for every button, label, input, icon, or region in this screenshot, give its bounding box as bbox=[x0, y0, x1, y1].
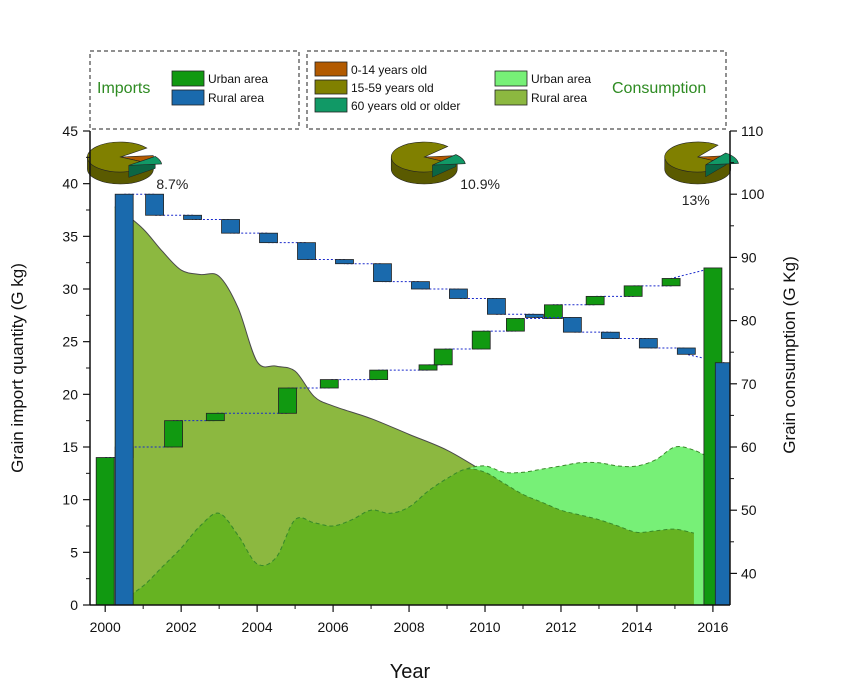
rural-waterfall-step bbox=[487, 298, 506, 315]
age-15-59-swatch bbox=[314, 79, 348, 95]
age-60-plus-swatch bbox=[314, 97, 348, 113]
consumption-areas bbox=[114, 206, 714, 605]
y-right-tick-label: 100 bbox=[741, 186, 765, 202]
y-right-tick-label: 60 bbox=[741, 439, 757, 455]
rural-total-bar bbox=[714, 362, 730, 605]
age-60-plus-label: 60 years old or older bbox=[351, 99, 460, 113]
axes: 2000 2002 2004 2006 2008 2010 2012 2014 20160510… bbox=[62, 123, 764, 635]
rural-waterfall-step bbox=[638, 338, 658, 349]
pie-percent-label: 13% bbox=[682, 192, 710, 208]
y-left-tick-label: 20 bbox=[62, 386, 78, 402]
x-tick-label: 2006 bbox=[318, 619, 349, 635]
imports-rural-swatch bbox=[171, 89, 205, 106]
y-left-tick-label: 5 bbox=[70, 544, 78, 560]
rural-waterfall-step bbox=[221, 219, 240, 234]
x-tick-label: 2012 bbox=[545, 619, 576, 635]
pie-slice-60-years-old-or-older bbox=[432, 154, 466, 166]
urban-waterfall-step bbox=[506, 318, 525, 332]
consumption-rural-swatch bbox=[494, 89, 528, 106]
urban-waterfall-step bbox=[278, 387, 297, 414]
y-right-axis-title: Grain consumption (G Kg) bbox=[780, 256, 799, 453]
urban-total-bar bbox=[95, 457, 115, 605]
rural-waterfall-step bbox=[411, 281, 430, 290]
rural-waterfall-step bbox=[259, 232, 278, 244]
rural-waterfall-step bbox=[600, 331, 620, 339]
urban-waterfall-step bbox=[319, 379, 339, 389]
age-0-14-label: 0-14 years old bbox=[351, 63, 427, 77]
consumption-legend-title: Consumption bbox=[612, 80, 706, 97]
pie-percent-label: 8.7% bbox=[156, 176, 188, 192]
imports-urban-swatch bbox=[171, 70, 205, 87]
rural-total-bar bbox=[114, 193, 134, 605]
x-tick-label: 2008 bbox=[393, 619, 424, 635]
urban-waterfall-step bbox=[164, 420, 183, 448]
x-axis-title: Year bbox=[390, 661, 431, 683]
urban-waterfall-step bbox=[623, 285, 643, 297]
y-left-tick-label: 45 bbox=[62, 123, 78, 139]
x-tick-label: 2000 bbox=[90, 619, 121, 635]
consumption-urban-swatch bbox=[494, 70, 528, 87]
urban-waterfall-step bbox=[471, 330, 491, 350]
pie-slice-60-years-old-or-older bbox=[128, 156, 163, 166]
rural-waterfall-step bbox=[562, 317, 582, 333]
imports-legend-title: Imports bbox=[97, 80, 150, 97]
urban-waterfall-step bbox=[543, 304, 563, 319]
rural-waterfall-step bbox=[183, 214, 202, 220]
imports-legend-box bbox=[89, 50, 300, 130]
y-left-tick-label: 25 bbox=[62, 334, 78, 350]
age-pie-2: 13% bbox=[664, 141, 739, 208]
rural-waterfall-step bbox=[335, 259, 354, 265]
rural-consumption-area-fill bbox=[114, 206, 706, 605]
urban-waterfall-step bbox=[418, 364, 438, 371]
consumption-legend-box bbox=[306, 50, 727, 130]
age-15-59-label: 15-59 years old bbox=[351, 81, 434, 95]
y-left-tick-label: 40 bbox=[62, 176, 78, 192]
urban-waterfall-step bbox=[661, 278, 681, 287]
rural-waterfall-step bbox=[449, 288, 468, 299]
rural-waterfall-step bbox=[524, 313, 544, 318]
x-tick-label: 2004 bbox=[242, 619, 273, 635]
rural-waterfall-step bbox=[373, 263, 392, 283]
y-right-tick-label: 70 bbox=[741, 376, 757, 392]
age-pie-0: 8.7% bbox=[87, 141, 188, 192]
age-pies: 8.7% 10.9% 13% bbox=[87, 141, 739, 208]
x-tick-label: 2002 bbox=[166, 619, 197, 635]
y-left-tick-label: 10 bbox=[62, 492, 78, 508]
rural-waterfall-step bbox=[676, 347, 696, 355]
imports-urban-label: Urban area bbox=[208, 72, 268, 86]
rural-waterfall-step bbox=[297, 242, 316, 260]
consumption-overlap-line bbox=[123, 468, 695, 600]
y-left-tick-label: 0 bbox=[70, 597, 78, 613]
y-left-tick-label: 30 bbox=[62, 281, 78, 297]
y-right-tick-label: 40 bbox=[741, 565, 757, 581]
age-0-14-swatch bbox=[314, 61, 348, 77]
y-right-tick-label: 110 bbox=[741, 123, 764, 139]
x-tick-label: 2014 bbox=[621, 619, 652, 635]
rural-waterfall-step bbox=[145, 193, 164, 216]
y-left-tick-label: 15 bbox=[62, 439, 78, 455]
urban-waterfall-step bbox=[433, 348, 453, 366]
urban-waterfall-step bbox=[205, 412, 225, 422]
urban-waterfall-step bbox=[585, 295, 605, 306]
y-right-tick-label: 90 bbox=[741, 249, 757, 265]
consumption-rural-label: Rural area bbox=[531, 91, 587, 105]
consumption-overlap-area bbox=[124, 468, 694, 605]
imports-rural-label: Rural area bbox=[208, 91, 264, 105]
urban-waterfall-step bbox=[369, 369, 389, 380]
y-left-tick-label: 35 bbox=[62, 228, 78, 244]
consumption-urban-label: Urban area bbox=[531, 72, 591, 86]
x-tick-label: 2010 bbox=[469, 619, 500, 635]
x-tick-label: 2016 bbox=[697, 619, 728, 635]
age-pie-1: 10.9% bbox=[390, 141, 500, 192]
y-left-axis-title: Grain import quantity (G kg) bbox=[8, 263, 27, 473]
y-right-tick-label: 80 bbox=[741, 313, 757, 329]
y-right-tick-label: 50 bbox=[741, 502, 757, 518]
pie-percent-label: 10.9% bbox=[460, 176, 500, 192]
